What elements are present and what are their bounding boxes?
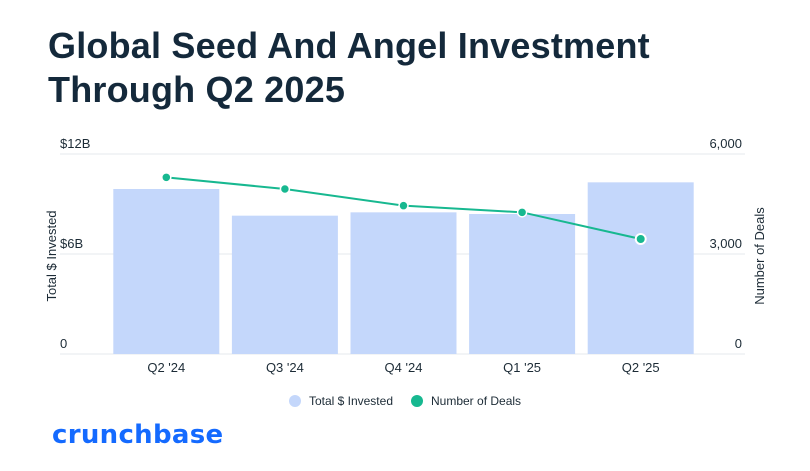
bar xyxy=(231,215,338,354)
legend-swatch-line-icon xyxy=(411,395,423,407)
x-tick-label: Q2 '24 xyxy=(147,360,185,375)
bar xyxy=(113,189,220,354)
bar xyxy=(587,182,694,354)
chart-title-line-1: Global Seed And Angel Investment xyxy=(48,25,650,66)
line-point xyxy=(279,183,291,195)
chart-legend: Total $ Invested Number of Deals xyxy=(0,394,810,408)
chart-title-line-2: Through Q2 2025 xyxy=(48,69,346,110)
x-tick-label: Q1 '25 xyxy=(503,360,541,375)
bar xyxy=(350,212,457,354)
right-axis-title: Number of Deals xyxy=(752,207,767,305)
left-tick-label: $12B xyxy=(60,136,90,151)
bar xyxy=(469,214,576,354)
line-point xyxy=(398,200,409,211)
legend-item-number-of-deals: Number of Deals xyxy=(411,394,521,408)
left-axis-title: Total $ Invested xyxy=(44,210,59,301)
line-point xyxy=(516,207,528,218)
x-tick-label: Q2 '25 xyxy=(622,360,660,375)
legend-item-total-invested: Total $ Invested xyxy=(288,394,393,408)
line-point xyxy=(634,233,647,245)
legend-swatch-bar-icon xyxy=(288,395,301,407)
legend-label-number-of-deals: Number of Deals xyxy=(431,394,522,408)
x-tick-label: Q3 '24 xyxy=(266,360,304,375)
left-tick-label: $6B xyxy=(60,236,83,251)
right-tick-label: 0 xyxy=(735,336,742,351)
line-point xyxy=(161,172,172,183)
right-tick-label: 3,000 xyxy=(709,236,742,251)
left-tick-label: 0 xyxy=(60,336,67,351)
chart-title: Global Seed And Angel Investment Through… xyxy=(48,24,768,112)
right-tick-label: 6,000 xyxy=(709,136,742,151)
crunchbase-logo[interactable]: crunchbase xyxy=(52,420,224,450)
x-tick-label: Q4 '24 xyxy=(385,360,423,375)
legend-label-total-invested: Total $ Invested xyxy=(308,394,393,408)
